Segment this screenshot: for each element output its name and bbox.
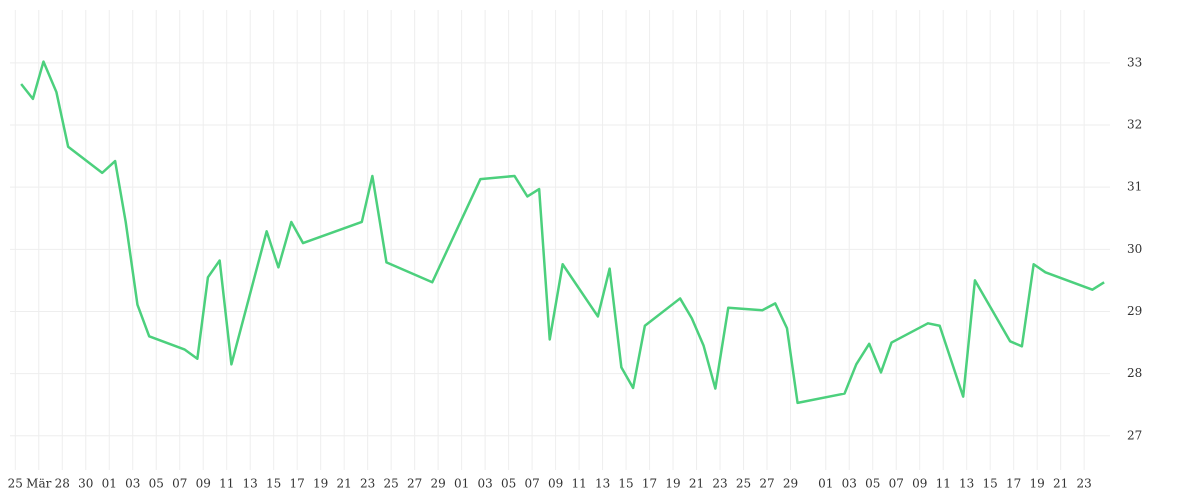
x-tick-label: 07 [524, 477, 539, 491]
x-tick-label: 21 [689, 477, 704, 491]
x-tick-label: 05 [865, 477, 880, 491]
x-tick-label: 27 [759, 477, 774, 491]
x-tick-label: 21 [337, 477, 352, 491]
x-tick-label: 11 [936, 477, 951, 491]
x-tick-label: 05 [149, 477, 164, 491]
x-tick-label: 01 [102, 477, 117, 491]
x-tick-label: 15 [983, 477, 998, 491]
x-tick-label: 27 [407, 477, 422, 491]
x-tick-label: 23 [712, 477, 727, 491]
x-tick-label: 17 [1006, 477, 1021, 491]
x-tick-label: Mär [26, 477, 51, 491]
x-tick-label: 25 [384, 477, 399, 491]
y-tick-label: 29 [1127, 304, 1142, 318]
y-tick-label: 33 [1127, 55, 1142, 69]
x-tick-label: 03 [125, 477, 140, 491]
x-tick-label: 23 [1077, 477, 1092, 491]
x-tick-label: 13 [959, 477, 974, 491]
x-tick-label: 03 [842, 477, 857, 491]
x-tick-label: 01 [454, 477, 469, 491]
x-tick-label: 19 [665, 477, 680, 491]
x-tick-label: 09 [548, 477, 563, 491]
y-tick-label: 27 [1127, 428, 1142, 442]
x-tick-label: 13 [243, 477, 258, 491]
x-tick-label: 21 [1053, 477, 1068, 491]
x-tick-label: 19 [313, 477, 328, 491]
x-tick-label: 13 [595, 477, 610, 491]
x-tick-label: 11 [571, 477, 586, 491]
x-tick-label: 01 [818, 477, 833, 491]
x-tick-label: 25 [736, 477, 751, 491]
x-tick-label: 23 [360, 477, 375, 491]
x-tick-label: 15 [618, 477, 633, 491]
x-tick-label: 17 [642, 477, 657, 491]
x-tick-label: 17 [290, 477, 305, 491]
y-tick-label: 30 [1127, 242, 1142, 256]
x-tick-label: 15 [266, 477, 281, 491]
x-tick-label: 11 [219, 477, 234, 491]
x-tick-label: 03 [477, 477, 492, 491]
y-tick-label: 28 [1127, 366, 1142, 380]
y-tick-label: 32 [1127, 118, 1142, 132]
x-tick-label: 28 [55, 477, 70, 491]
x-tick-label: 30 [78, 477, 93, 491]
x-tick-label: 09 [196, 477, 211, 491]
x-tick-label: 25 [8, 477, 23, 491]
y-tick-label: 31 [1127, 180, 1142, 194]
x-tick-label: 05 [501, 477, 516, 491]
x-tick-label: 07 [889, 477, 904, 491]
x-tick-label: 07 [172, 477, 187, 491]
x-tick-label: 29 [783, 477, 798, 491]
x-tick-label: 19 [1030, 477, 1045, 491]
line [20, 60, 1105, 405]
x-tick-label: 29 [430, 477, 445, 491]
x-tick-label: 09 [912, 477, 927, 491]
